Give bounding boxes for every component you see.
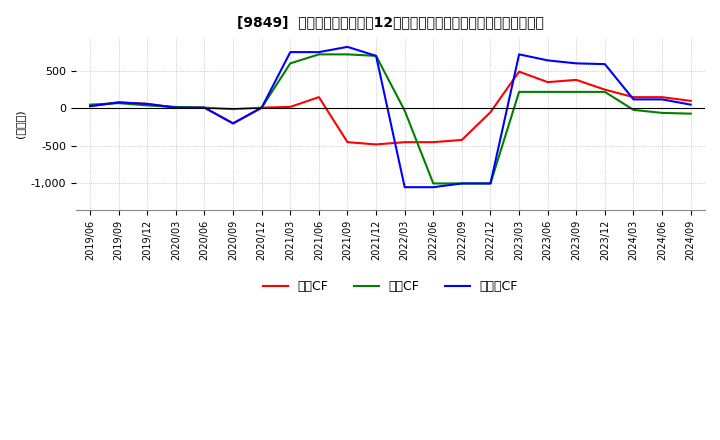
- フリーCF: [572, 61, 580, 66]
- 投資CF: [486, 181, 495, 186]
- 投資CF: [429, 181, 438, 186]
- フリーCF: [515, 52, 523, 57]
- Y-axis label: (百万円): (百万円): [15, 109, 25, 138]
- 営業CF: [515, 69, 523, 74]
- 営業CF: [686, 98, 695, 103]
- 投資CF: [200, 105, 209, 110]
- 営業CF: [286, 104, 294, 110]
- 営業CF: [343, 139, 352, 145]
- 営業CF: [400, 139, 409, 145]
- 営業CF: [458, 137, 467, 143]
- 営業CF: [429, 139, 438, 145]
- 営業CF: [600, 87, 609, 92]
- フリーCF: [600, 62, 609, 67]
- 投資CF: [143, 103, 152, 108]
- 営業CF: [143, 101, 152, 106]
- フリーCF: [171, 105, 180, 110]
- フリーCF: [372, 53, 380, 59]
- 投資CF: [572, 89, 580, 95]
- 投資CF: [343, 52, 352, 57]
- Legend: 営業CF, 投資CF, フリーCF: 営業CF, 投資CF, フリーCF: [258, 275, 523, 298]
- Line: 営業CF: 営業CF: [90, 72, 690, 144]
- 投資CF: [658, 110, 667, 116]
- 営業CF: [629, 95, 638, 100]
- 投資CF: [171, 104, 180, 110]
- 投資CF: [544, 89, 552, 95]
- 営業CF: [658, 95, 667, 100]
- フリーCF: [286, 49, 294, 55]
- フリーCF: [458, 181, 467, 186]
- 投資CF: [515, 89, 523, 95]
- フリーCF: [343, 44, 352, 50]
- フリーCF: [229, 121, 238, 126]
- 営業CF: [86, 103, 94, 109]
- フリーCF: [486, 181, 495, 186]
- フリーCF: [629, 97, 638, 102]
- フリーCF: [400, 184, 409, 190]
- フリーCF: [143, 101, 152, 106]
- 投資CF: [458, 181, 467, 186]
- 営業CF: [544, 80, 552, 85]
- 営業CF: [315, 95, 323, 100]
- 営業CF: [114, 100, 123, 105]
- Line: フリーCF: フリーCF: [90, 47, 690, 187]
- 投資CF: [686, 111, 695, 116]
- フリーCF: [429, 184, 438, 190]
- 営業CF: [372, 142, 380, 147]
- 投資CF: [114, 100, 123, 106]
- 営業CF: [257, 105, 266, 110]
- フリーCF: [544, 58, 552, 63]
- 投資CF: [372, 53, 380, 59]
- フリーCF: [114, 100, 123, 105]
- フリーCF: [658, 97, 667, 102]
- 営業CF: [229, 121, 238, 126]
- 営業CF: [572, 77, 580, 83]
- Title: [9849]  キャッシュフローの12か月移動合計の対前年同期増減額の推移: [9849] キャッシュフローの12か月移動合計の対前年同期増減額の推移: [237, 15, 544, 29]
- 投資CF: [257, 105, 266, 110]
- フリーCF: [86, 103, 94, 109]
- 投資CF: [286, 61, 294, 66]
- Line: 投資CF: 投資CF: [90, 55, 690, 183]
- 営業CF: [486, 110, 495, 115]
- 営業CF: [200, 105, 209, 110]
- 営業CF: [171, 105, 180, 110]
- 投資CF: [629, 107, 638, 113]
- 投資CF: [229, 106, 238, 112]
- フリーCF: [257, 105, 266, 110]
- 投資CF: [86, 102, 94, 107]
- 投資CF: [315, 52, 323, 57]
- フリーCF: [200, 105, 209, 110]
- フリーCF: [315, 49, 323, 55]
- 投資CF: [400, 108, 409, 113]
- フリーCF: [686, 102, 695, 107]
- 投資CF: [600, 89, 609, 95]
